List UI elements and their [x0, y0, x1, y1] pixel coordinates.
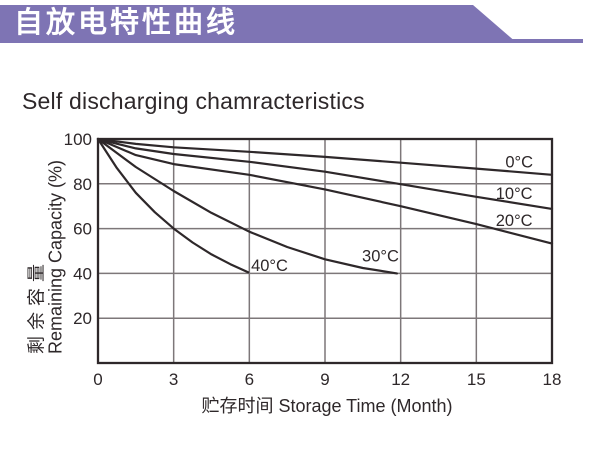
y-tick-80: 80 [73, 175, 92, 194]
banner-ribbon-tail [511, 39, 583, 43]
y-tick-20: 20 [73, 309, 92, 328]
series-label-40c: 40°C [251, 257, 288, 275]
x-tick-9: 9 [320, 370, 329, 389]
x-axis-title: 贮存时间 Storage Time (Month) [201, 396, 452, 416]
curve-40c [96, 137, 250, 274]
curve-30c [96, 137, 398, 275]
curve-10c [96, 137, 554, 210]
x-tick-3: 3 [169, 370, 178, 389]
page-title: Self discharging chamracteristics [22, 88, 365, 114]
y-axis-title-en: Remaining Capacity (%) [45, 160, 65, 354]
x-tick-18: 18 [543, 370, 562, 389]
curve-20c [96, 137, 554, 245]
banner-title: 自放电特性曲线 [14, 7, 239, 39]
x-tick-15: 15 [467, 370, 486, 389]
y-tick-60: 60 [73, 220, 92, 239]
y-tick-100: 100 [64, 130, 92, 149]
curve-0c [96, 137, 554, 176]
series-label-0c: 0°C [505, 153, 533, 171]
y-axis-title-cn: 剩余容量 [26, 258, 46, 354]
series-label-10c: 10°C [496, 185, 533, 203]
y-tick-40: 40 [73, 264, 92, 283]
series-label-30c: 30°C [362, 247, 399, 265]
x-tick-6: 6 [245, 370, 254, 389]
plot-border [96, 137, 554, 365]
x-tick-0: 0 [93, 370, 102, 389]
x-tick-12: 12 [391, 370, 410, 389]
series-label-20c: 20°C [496, 212, 533, 230]
banner-ribbon: 自放电特性曲线 [0, 5, 517, 43]
